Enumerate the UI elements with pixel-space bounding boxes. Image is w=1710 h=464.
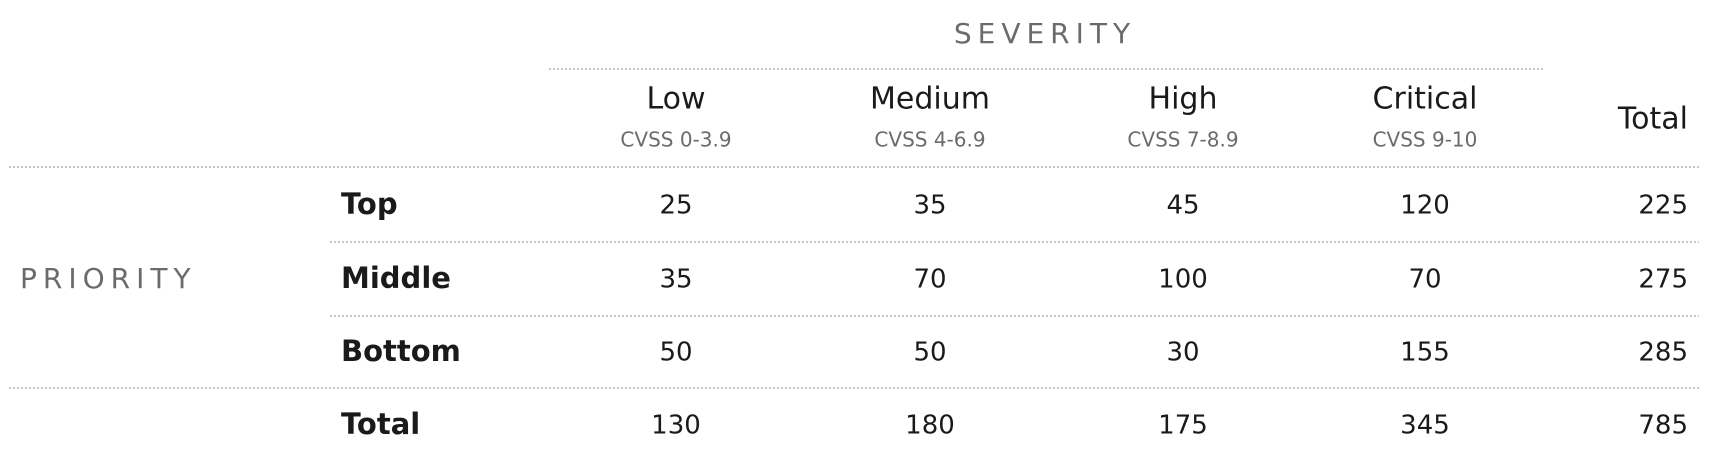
column-range: CVSS 9-10 bbox=[1373, 128, 1478, 152]
cell-value: 100 bbox=[1158, 265, 1208, 295]
row-total: 285 bbox=[1638, 338, 1688, 368]
cell-value: 120 bbox=[1400, 191, 1450, 221]
cell-value: 25 bbox=[659, 191, 692, 221]
row-total: 225 bbox=[1638, 191, 1688, 221]
cell-value: 180 bbox=[905, 411, 955, 441]
row-total: 785 bbox=[1638, 411, 1688, 441]
column-range: CVSS 4-6.9 bbox=[874, 128, 985, 152]
cell-value: 130 bbox=[651, 411, 701, 441]
cell-value: 30 bbox=[1166, 338, 1199, 368]
column-header: Low bbox=[646, 82, 705, 117]
cell-value: 50 bbox=[913, 338, 946, 368]
total-header: Total bbox=[1617, 102, 1688, 137]
column-range: CVSS 0-3.9 bbox=[620, 128, 731, 152]
row-label: Bottom bbox=[341, 334, 461, 368]
cell-value: 345 bbox=[1400, 411, 1450, 441]
column-header: Medium bbox=[870, 82, 990, 117]
cell-value: 70 bbox=[1408, 265, 1441, 295]
cell-value: 45 bbox=[1166, 191, 1199, 221]
cell-value: 70 bbox=[913, 265, 946, 295]
cell-value: 35 bbox=[659, 265, 692, 295]
severity-label: SEVERITY bbox=[954, 17, 1136, 50]
row-label: Top bbox=[341, 187, 398, 221]
column-header: High bbox=[1149, 82, 1218, 117]
cell-value: 35 bbox=[913, 191, 946, 221]
column-range: CVSS 7-8.9 bbox=[1127, 128, 1238, 152]
column-header: Critical bbox=[1373, 82, 1478, 117]
priority-label: PRIORITY bbox=[20, 262, 197, 295]
row-label: Total bbox=[341, 407, 420, 441]
row-total: 275 bbox=[1638, 265, 1688, 295]
cell-value: 175 bbox=[1158, 411, 1208, 441]
cell-value: 50 bbox=[659, 338, 692, 368]
row-label: Middle bbox=[341, 261, 451, 295]
cell-value: 155 bbox=[1400, 338, 1450, 368]
